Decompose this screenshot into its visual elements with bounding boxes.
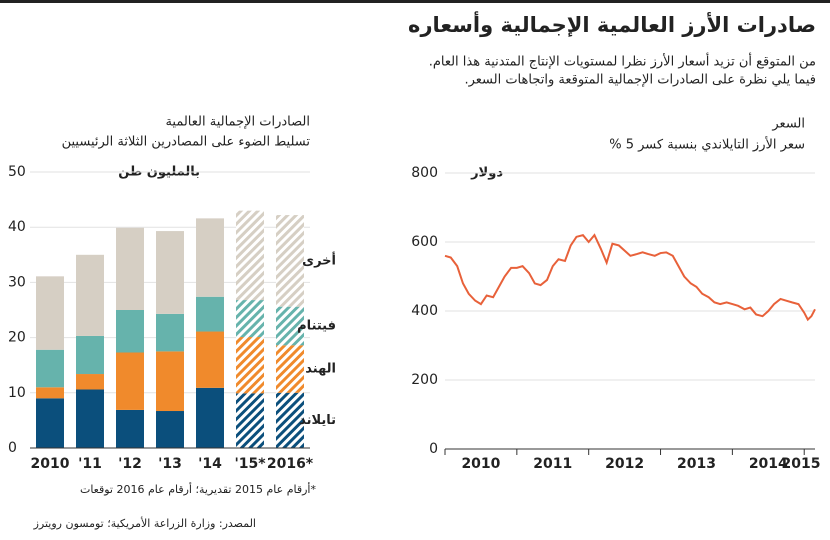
- x-tick-label: 2010: [31, 456, 70, 472]
- bar-segment: [156, 411, 184, 448]
- x-tick-label: '12: [118, 456, 142, 472]
- x-tick-label: '13: [158, 456, 182, 472]
- bar-segment: [276, 215, 304, 307]
- bar-segment: [196, 331, 224, 388]
- price-line: [444, 233, 816, 322]
- footnote: *أرقام عام 2015 تقديرية؛ أرقام عام 2016 …: [80, 482, 317, 496]
- y-tick-label: 0: [429, 441, 438, 457]
- y-tick-label: 50: [8, 164, 26, 180]
- x-tick-label: 2011: [533, 456, 572, 472]
- x-tick-label: '11: [78, 456, 102, 472]
- x-tick-label: '15*: [234, 456, 266, 472]
- bar-segment: [156, 313, 184, 352]
- bar-segment: [276, 392, 304, 448]
- bar-segment: [236, 300, 264, 338]
- bar-segment: [116, 409, 144, 448]
- bar-segment: [236, 210, 264, 301]
- y-tick-label: 200: [411, 372, 438, 388]
- subtitle: فيما يلي نظرة على الصادرات الإجمالية الم…: [464, 73, 816, 88]
- bar-segment: [116, 352, 144, 410]
- y-tick-label: 400: [411, 303, 438, 319]
- bar-segment: [36, 387, 64, 399]
- bar-segment: [36, 349, 64, 388]
- x-tick-label: 2010: [461, 456, 500, 472]
- chart-subtitle: تسليط الضوء على المصادرين الثلاثة الرئيس…: [62, 135, 311, 150]
- y-tick-label: 20: [8, 330, 26, 346]
- y-tick-label: 0: [8, 440, 17, 456]
- bar-segment: [36, 276, 64, 350]
- bar-segment: [76, 335, 104, 375]
- x-tick-label: 2012: [605, 456, 644, 472]
- series-label: فيتنام: [297, 319, 336, 334]
- y-tick-label: 800: [411, 165, 438, 181]
- bar-segment: [116, 227, 144, 310]
- y-tick-label: 40: [8, 219, 26, 235]
- top-rule: [0, 0, 830, 3]
- bar-segment: [76, 254, 104, 336]
- bar-segment: [196, 218, 224, 297]
- bar-segment: [156, 351, 184, 412]
- bar-segment: [196, 387, 224, 448]
- page-title: صادرات الأرز العالمية الإجمالية وأسعاره: [408, 10, 816, 37]
- x-tick-label: 2014: [749, 456, 788, 472]
- x-tick-label: '14: [198, 456, 222, 472]
- bar-segment: [236, 393, 264, 448]
- y-tick-label: 10: [8, 385, 26, 401]
- subtitle: من المتوقع أن تزيد أسعار الأرز نظرا لمست…: [429, 53, 816, 70]
- source: المصدر: وزارة الزراعة الأمريكية؛ تومسون …: [33, 516, 256, 530]
- bar-segment: [76, 389, 104, 448]
- y-tick-label: 600: [411, 234, 438, 250]
- bar-segment: [156, 231, 184, 314]
- series-label: تايلاند: [299, 413, 336, 428]
- chart-title: الصادرات الإجمالية العالمية: [165, 115, 310, 130]
- y-tick-label: 30: [8, 274, 26, 290]
- series-label: أخرى: [302, 251, 336, 268]
- chart-title: السعر: [771, 117, 805, 132]
- bar-segment: [116, 310, 144, 353]
- bar-segment: [236, 337, 264, 394]
- bar-segment: [276, 306, 304, 346]
- x-tick-label: 2013: [677, 456, 716, 472]
- chart-subtitle: سعر الأرز التايلاندي بنسبة كسر 5 %: [609, 136, 805, 153]
- bar-segment: [36, 398, 64, 448]
- series-label: الهند: [305, 362, 336, 377]
- x-tick-label: 2015: [782, 456, 821, 472]
- bar-segment: [196, 296, 224, 332]
- x-tick-label: 2016*: [267, 456, 314, 472]
- bar-segment: [276, 345, 304, 393]
- bar-segment: [76, 374, 104, 390]
